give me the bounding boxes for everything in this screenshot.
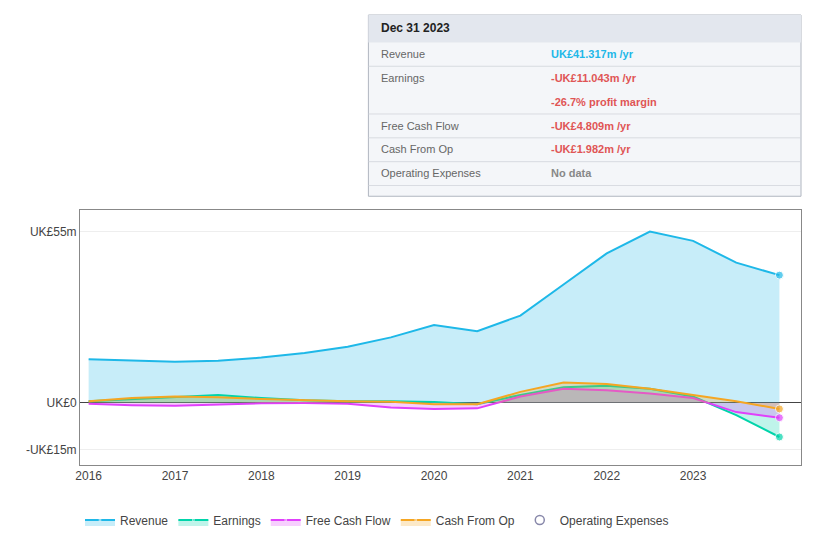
svg-text:Operating Expenses: Operating Expenses bbox=[560, 514, 669, 528]
svg-text:2022: 2022 bbox=[593, 469, 620, 483]
svg-text:Dec 31 2023: Dec 31 2023 bbox=[381, 21, 450, 35]
svg-text:2020: 2020 bbox=[421, 469, 448, 483]
svg-text:-26.7% profit margin: -26.7% profit margin bbox=[551, 96, 657, 108]
svg-text:Earnings: Earnings bbox=[213, 514, 260, 528]
svg-text:2018: 2018 bbox=[248, 469, 275, 483]
svg-text:UK£55m: UK£55m bbox=[30, 225, 77, 239]
svg-text:No data: No data bbox=[551, 167, 592, 179]
svg-text:-UK£1.982m /yr: -UK£1.982m /yr bbox=[551, 143, 631, 155]
svg-text:2016: 2016 bbox=[75, 469, 102, 483]
svg-text:-UK£11.043m /yr: -UK£11.043m /yr bbox=[551, 72, 637, 84]
svg-text:Revenue: Revenue bbox=[381, 48, 425, 60]
svg-text:2021: 2021 bbox=[507, 469, 534, 483]
svg-text:-UK£4.809m /yr: -UK£4.809m /yr bbox=[551, 120, 631, 132]
svg-text:Operating Expenses: Operating Expenses bbox=[381, 167, 481, 179]
svg-text:Revenue: Revenue bbox=[120, 514, 168, 528]
svg-text:-UK£15m: -UK£15m bbox=[26, 443, 77, 457]
svg-text:Free Cash Flow: Free Cash Flow bbox=[306, 514, 391, 528]
svg-text:Earnings: Earnings bbox=[381, 72, 425, 84]
svg-text:2017: 2017 bbox=[162, 469, 189, 483]
svg-text:UK£0: UK£0 bbox=[47, 396, 77, 410]
svg-text:UK£41.317m /yr: UK£41.317m /yr bbox=[551, 48, 634, 60]
svg-text:Cash From Op: Cash From Op bbox=[436, 514, 515, 528]
svg-text:2019: 2019 bbox=[334, 469, 361, 483]
svg-text:Free Cash Flow: Free Cash Flow bbox=[381, 120, 459, 132]
svg-text:Cash From Op: Cash From Op bbox=[381, 143, 453, 155]
svg-text:2023: 2023 bbox=[680, 469, 707, 483]
